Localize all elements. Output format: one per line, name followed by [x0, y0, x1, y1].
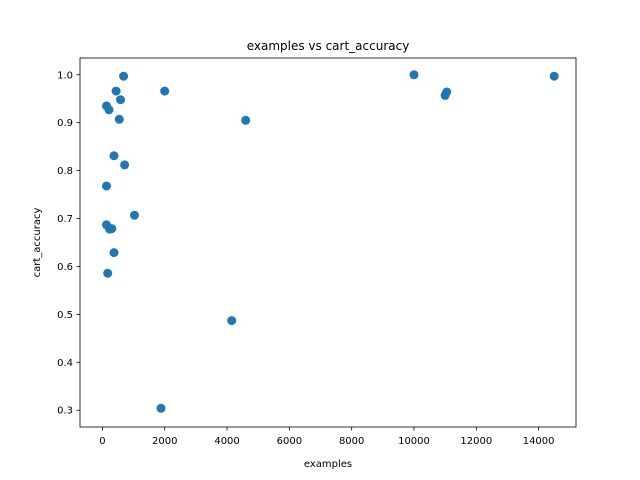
x-tick-label: 10000 — [398, 436, 430, 447]
data-point-4 — [119, 71, 129, 81]
data-point-13 — [109, 248, 119, 258]
plot-frame — [79, 57, 577, 428]
x-tick-label: 14000 — [523, 436, 555, 447]
data-point-8 — [102, 181, 111, 191]
y-tick-label: 0.7 — [57, 214, 73, 225]
y-tick-label: 0.6 — [57, 262, 73, 273]
data-point-18 — [241, 115, 251, 125]
y-tick-label: 0.4 — [57, 358, 73, 369]
data-point-14 — [103, 268, 113, 278]
x-tick-label: 8000 — [339, 436, 364, 447]
y-axis-label: cart_accuracy — [32, 208, 43, 278]
data-point-15 — [160, 86, 170, 96]
x-tick-label: 6000 — [277, 436, 302, 447]
data-point-16 — [156, 403, 166, 413]
data-point-7 — [120, 160, 130, 170]
data-point-12 — [107, 224, 117, 234]
y-tick-label: 0.3 — [57, 406, 73, 417]
data-point-10 — [130, 210, 139, 220]
data-point-2 — [111, 86, 121, 96]
y-tick-label: 0.9 — [57, 118, 73, 129]
points-layer — [102, 70, 559, 413]
data-point-22 — [549, 71, 559, 81]
x-axis: 0 2000 4000 6000 8000 10000 12000 14000 — [99, 427, 555, 447]
data-point-5 — [114, 114, 124, 124]
x-tick-label: 0 — [99, 436, 105, 447]
data-point-21 — [442, 87, 452, 97]
x-axis-label: examples — [304, 459, 352, 470]
x-tick-label: 2000 — [152, 436, 177, 447]
data-point-19 — [409, 70, 419, 80]
data-point-3 — [116, 95, 125, 105]
y-axis: 0.3 0.4 0.5 0.6 0.7 0.8 0.9 1.0 — [57, 70, 80, 417]
x-tick-label: 12000 — [460, 436, 492, 447]
data-point-1 — [104, 105, 114, 115]
x-tick-label: 4000 — [214, 436, 239, 447]
data-point-6 — [109, 151, 119, 161]
y-tick-label: 0.8 — [57, 166, 73, 177]
data-point-17 — [227, 316, 237, 326]
y-tick-label: 0.5 — [57, 310, 73, 321]
y-tick-label: 1.0 — [57, 70, 73, 81]
chart-title: examples vs cart_accuracy — [247, 39, 410, 53]
